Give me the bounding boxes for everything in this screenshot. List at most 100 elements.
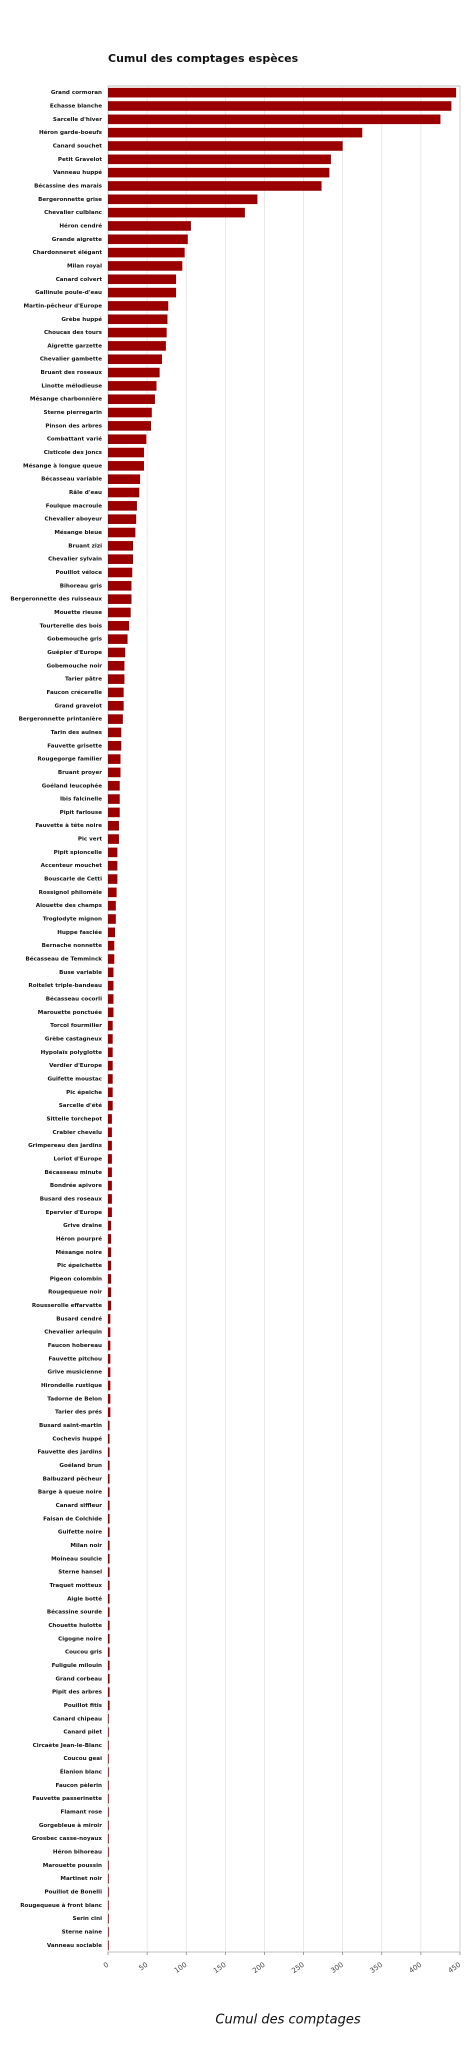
- y-tick-label: Pigeon colombin: [50, 1276, 102, 1282]
- y-tick-label: Hirondelle rustique: [41, 1383, 102, 1389]
- y-tick-label: Fauvette des jardins: [37, 1450, 102, 1456]
- bar: [108, 1314, 111, 1324]
- y-tick-label: Bruant proyer: [58, 770, 102, 776]
- bar: [108, 1207, 112, 1218]
- y-tick-label: Fauvette grisette: [47, 743, 102, 749]
- y-tick-label: Élanion blanc: [60, 1768, 102, 1776]
- bar: [108, 1220, 112, 1231]
- y-tick-label: Pouillot fitis: [64, 1703, 103, 1709]
- y-tick-label: Héron garde-boeufs: [39, 129, 103, 136]
- bar: [108, 1740, 109, 1751]
- bar: [108, 474, 141, 484]
- y-tick-label: Chevalier gambette: [40, 357, 102, 363]
- y-tick-label: Bergeronnette printanière: [19, 716, 103, 723]
- bar: [108, 354, 162, 365]
- y-tick-label: Héron cendré: [59, 222, 102, 229]
- y-tick-label: Grive draine: [63, 1223, 102, 1229]
- y-tick-label: Combattant varié: [47, 436, 102, 443]
- bar: [108, 1420, 110, 1431]
- bar: [108, 1927, 109, 1937]
- bar: [108, 967, 114, 978]
- bar: [108, 461, 144, 471]
- y-tick-label: Grande aigrette: [52, 237, 102, 243]
- bar: [108, 327, 167, 338]
- bar: [108, 581, 132, 591]
- bar: [108, 1713, 109, 1724]
- chart-title: Cumul des comptages espèces: [108, 52, 299, 65]
- y-tick-label: Bondrée apivore: [50, 1182, 102, 1189]
- y-tick-label: Tarier des prés: [55, 1409, 103, 1416]
- y-tick-label: Sittelle torchepot: [46, 1116, 102, 1122]
- y-tick-label: Fauvette à tête noire: [35, 822, 102, 829]
- bar: [108, 221, 191, 231]
- bar: [108, 980, 114, 991]
- y-tick-label: Cisticole des joncs: [44, 450, 103, 456]
- bar: [108, 1900, 109, 1911]
- bar: [108, 1434, 110, 1444]
- bar: [108, 994, 114, 1004]
- bar: [108, 820, 119, 831]
- bar: [108, 1007, 114, 1018]
- y-tick-label: Bergeronnette des ruisseaux: [10, 597, 102, 603]
- bar: [108, 287, 177, 298]
- y-tick-label: Canard pilet: [63, 1730, 102, 1736]
- y-tick-label: Busard saint-martin: [39, 1423, 102, 1429]
- y-tick-label: Sterne hansel: [58, 1570, 102, 1576]
- y-tick-label: Héron pourpré: [56, 1235, 102, 1242]
- y-tick-label: Bécasseau de Temminck: [25, 956, 102, 963]
- bar: [108, 700, 124, 711]
- bar: [108, 1087, 113, 1098]
- y-tick-label: Marouette poussin: [43, 1863, 102, 1869]
- bar: [108, 1633, 110, 1644]
- x-tick-label: 150: [212, 1961, 228, 1975]
- bar: [108, 1820, 109, 1831]
- y-tick-label: Petit Gravelot: [58, 157, 102, 163]
- y-tick-label: Bécassine des marais: [34, 182, 103, 189]
- bar: [108, 1407, 111, 1417]
- y-tick-label: Milan noir: [70, 1543, 102, 1549]
- y-tick-label: Bihoreau gris: [60, 583, 103, 589]
- bar: [108, 154, 331, 165]
- y-tick-label: Pic vert: [78, 837, 102, 843]
- bar: [108, 1367, 111, 1378]
- y-tick-label: Faucon pèlerin: [55, 1782, 102, 1789]
- y-tick-label: Chevalier culblanc: [44, 210, 102, 216]
- y-tick-label: Grand corbeau: [55, 1676, 102, 1682]
- bar: [108, 127, 363, 138]
- y-tick-label: Mésange à longue queue: [23, 462, 102, 469]
- bar: [108, 754, 121, 764]
- y-tick-label: Rossignol philomèle: [39, 889, 103, 896]
- bar: [108, 1620, 110, 1631]
- y-tick-label: Cigogne noire: [58, 1636, 102, 1642]
- y-tick-label: Bernache nonnette: [42, 943, 103, 949]
- bar: [108, 554, 134, 564]
- x-tick-label: 100: [173, 1961, 189, 1975]
- y-tick-label: Bécassine sourde: [47, 1609, 102, 1616]
- bar: [108, 1873, 109, 1884]
- bar: [108, 1700, 110, 1711]
- bar: [108, 314, 168, 325]
- x-tick-label: 50: [138, 1961, 150, 1973]
- bar: [108, 1887, 109, 1897]
- y-tick-label: Serin cini: [72, 1916, 102, 1922]
- bar: [108, 1500, 110, 1511]
- y-tick-label: Linotte mélodieuse: [41, 382, 102, 389]
- bar: [108, 1154, 112, 1164]
- y-tick-label: Mésange noire: [56, 1249, 103, 1256]
- bar: [108, 1807, 109, 1817]
- bar: [108, 541, 134, 551]
- bar: [108, 1047, 113, 1058]
- bar: [108, 1660, 110, 1671]
- y-tick-label: Tadorne de Belon: [47, 1396, 102, 1402]
- bar: [108, 1793, 109, 1804]
- y-tick-label: Sterne naine: [62, 1930, 103, 1936]
- bar: [108, 1447, 110, 1457]
- bar: [108, 1474, 110, 1484]
- y-tick-label: Chevalier aboyeur: [45, 517, 103, 523]
- bar: [108, 114, 441, 125]
- bar: [108, 434, 147, 445]
- y-tick-label: Rougequeue à front blanc: [20, 1902, 102, 1909]
- y-tick-label: Pinson des arbres: [45, 423, 102, 429]
- bar: [108, 1673, 110, 1684]
